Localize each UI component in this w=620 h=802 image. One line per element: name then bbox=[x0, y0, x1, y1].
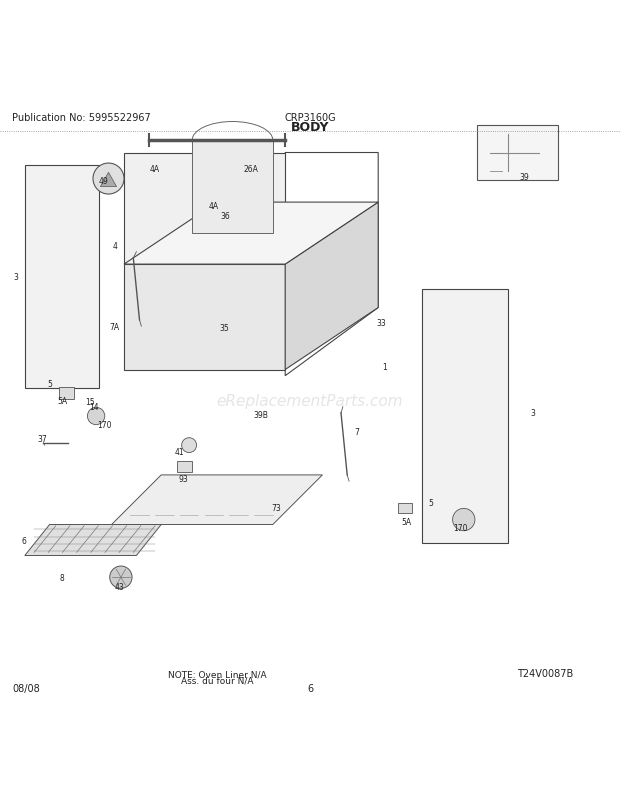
Polygon shape bbox=[192, 141, 273, 234]
Polygon shape bbox=[124, 153, 285, 265]
Text: 35: 35 bbox=[219, 323, 229, 332]
Text: 7: 7 bbox=[354, 427, 359, 436]
Polygon shape bbox=[285, 203, 378, 370]
Text: 39: 39 bbox=[519, 172, 529, 181]
Text: 37: 37 bbox=[37, 435, 47, 444]
Polygon shape bbox=[25, 166, 99, 389]
Text: 26A: 26A bbox=[244, 164, 259, 173]
Text: BODY: BODY bbox=[291, 121, 329, 134]
Text: 39B: 39B bbox=[253, 410, 268, 419]
Polygon shape bbox=[422, 290, 508, 544]
Text: 15: 15 bbox=[85, 398, 95, 407]
Text: 33: 33 bbox=[376, 319, 386, 328]
Text: 41: 41 bbox=[175, 448, 185, 456]
Text: 5: 5 bbox=[47, 379, 52, 388]
Polygon shape bbox=[112, 476, 322, 525]
Text: 5A: 5A bbox=[401, 517, 411, 526]
Text: 43: 43 bbox=[114, 582, 124, 591]
Text: 14: 14 bbox=[89, 402, 99, 411]
Text: 7A: 7A bbox=[110, 322, 120, 331]
Circle shape bbox=[93, 164, 124, 195]
Text: 49: 49 bbox=[99, 176, 108, 186]
Polygon shape bbox=[25, 525, 161, 556]
Bar bbox=[398, 504, 412, 514]
Text: eReplacementParts.com: eReplacementParts.com bbox=[216, 394, 404, 408]
Text: 5: 5 bbox=[428, 499, 433, 508]
Text: 4A: 4A bbox=[209, 201, 219, 210]
Text: 36: 36 bbox=[220, 212, 230, 221]
Polygon shape bbox=[124, 265, 285, 370]
Text: 3: 3 bbox=[531, 409, 536, 418]
Text: 8: 8 bbox=[60, 573, 64, 582]
Text: 1: 1 bbox=[382, 363, 387, 371]
Text: 6: 6 bbox=[307, 683, 313, 693]
Bar bbox=[59, 388, 74, 399]
Circle shape bbox=[110, 566, 132, 589]
Text: NOTE: Oven Liner N/A: NOTE: Oven Liner N/A bbox=[167, 670, 267, 678]
Text: 4: 4 bbox=[112, 241, 117, 251]
Bar bbox=[177, 461, 192, 472]
Text: 170: 170 bbox=[97, 420, 112, 429]
Text: Ass. du four N/A: Ass. du four N/A bbox=[181, 675, 253, 685]
Text: 73: 73 bbox=[271, 503, 281, 512]
Text: 4A: 4A bbox=[150, 164, 160, 173]
Text: 5A: 5A bbox=[57, 396, 67, 406]
Circle shape bbox=[87, 407, 105, 425]
Text: 93: 93 bbox=[178, 474, 188, 483]
Text: 3: 3 bbox=[13, 273, 18, 282]
Text: CRP3160G: CRP3160G bbox=[284, 113, 336, 123]
Text: T24V0087B: T24V0087B bbox=[518, 668, 574, 678]
Text: 08/08: 08/08 bbox=[12, 683, 40, 693]
Polygon shape bbox=[124, 203, 378, 265]
Circle shape bbox=[453, 508, 475, 531]
Text: 170: 170 bbox=[453, 524, 467, 533]
Text: 6: 6 bbox=[21, 536, 26, 545]
Circle shape bbox=[182, 438, 197, 453]
Polygon shape bbox=[100, 173, 117, 188]
Text: Publication No: 5995522967: Publication No: 5995522967 bbox=[12, 113, 151, 123]
Bar bbox=[477, 125, 558, 181]
